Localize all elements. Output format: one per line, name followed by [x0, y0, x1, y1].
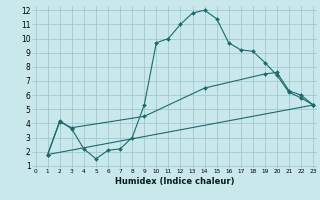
X-axis label: Humidex (Indice chaleur): Humidex (Indice chaleur) [115, 177, 234, 186]
